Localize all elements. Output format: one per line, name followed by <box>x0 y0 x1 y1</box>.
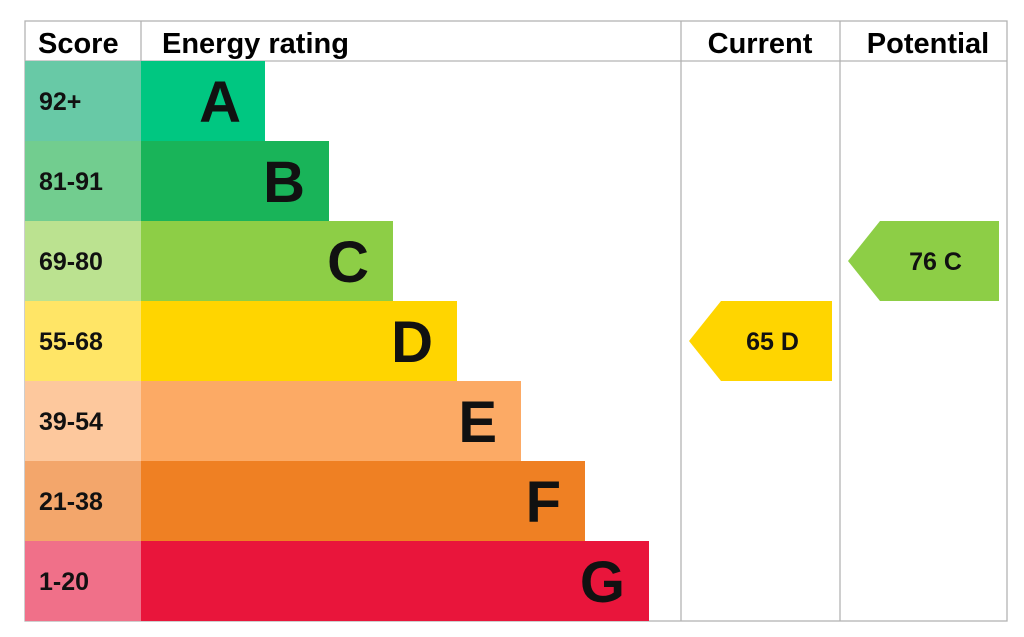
band-bar-e <box>141 381 521 461</box>
score-label-g: 1-20 <box>39 568 89 596</box>
score-label-a: 92+ <box>39 88 81 116</box>
score-cell-e <box>25 381 141 461</box>
band-letter-d: D <box>391 310 433 375</box>
score-label-e: 39-54 <box>39 408 103 436</box>
band-letter-g: G <box>580 550 625 615</box>
band-letter-c: C <box>327 230 369 295</box>
chart-headers: Score Energy rating Current Potential <box>38 28 989 60</box>
current-arrow-label: 65 D <box>746 328 799 356</box>
score-label-c: 69-80 <box>39 248 103 276</box>
band-bar-d <box>141 301 457 381</box>
potential-arrow-label: 76 C <box>909 248 962 276</box>
header-potential: Potential <box>867 28 989 60</box>
header-score: Score <box>38 28 119 60</box>
band-letter-e: E <box>458 390 497 455</box>
band-letter-a: A <box>199 70 241 135</box>
score-cell-a <box>25 61 141 141</box>
band-letter-b: B <box>263 150 305 215</box>
band-bar-b <box>141 141 329 221</box>
header-energy-rating: Energy rating <box>162 28 349 60</box>
score-cell-d <box>25 301 141 381</box>
score-cell-g <box>25 541 141 621</box>
potential-arrow <box>848 221 999 301</box>
score-cell-c <box>25 221 141 301</box>
current-arrow <box>689 301 832 381</box>
band-bar-f <box>141 461 585 541</box>
score-label-d: 55-68 <box>39 328 103 356</box>
score-label-b: 81-91 <box>39 168 103 196</box>
band-letter-f: F <box>526 470 561 535</box>
band-bar-a <box>141 61 265 141</box>
rating-bands: 92+ A 81-91 B 69-80 C 55-68 D 39-54 E 21-38 F 1-20 G <box>25 61 649 621</box>
band-bar-g <box>141 541 649 621</box>
rating-arrows: 65 D 76 C <box>689 221 999 381</box>
score-cell-b <box>25 141 141 221</box>
header-current: Current <box>708 28 813 60</box>
band-bar-c <box>141 221 393 301</box>
score-label-f: 21-38 <box>39 488 103 516</box>
score-cell-f <box>25 461 141 541</box>
